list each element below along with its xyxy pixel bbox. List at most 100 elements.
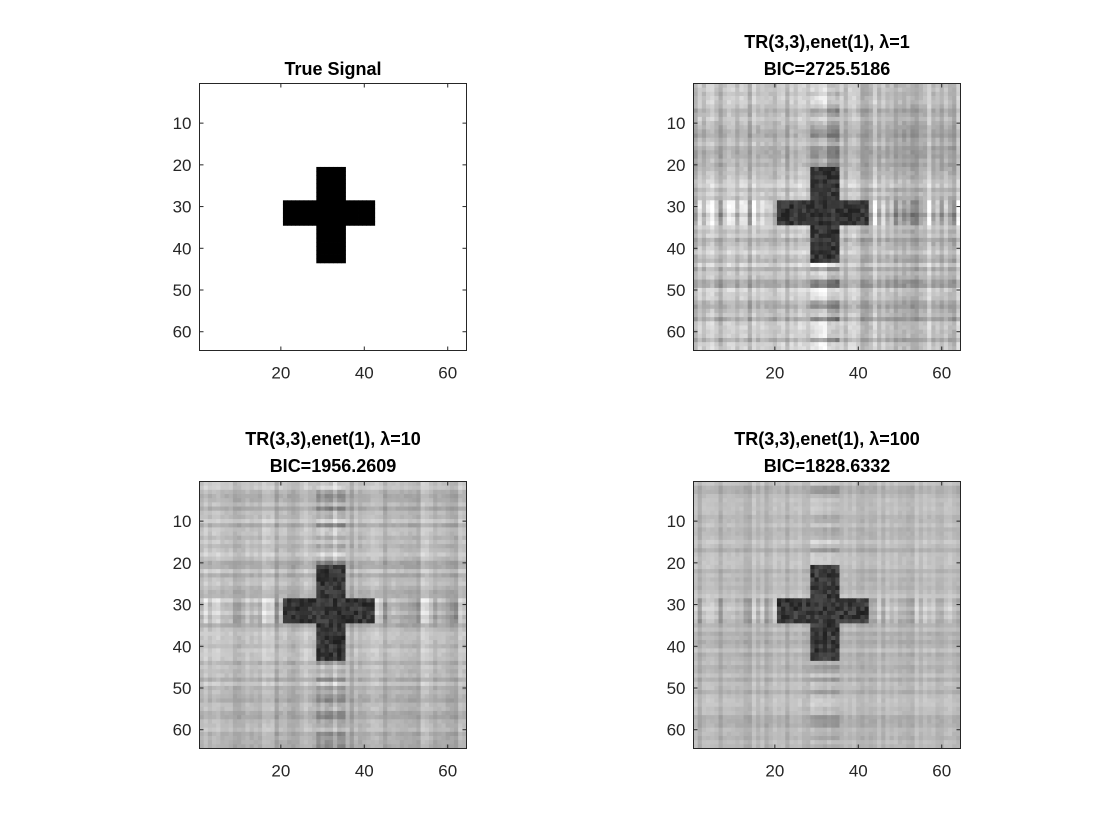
heatmap-cell xyxy=(939,175,945,180)
heatmap-cell xyxy=(320,187,326,193)
heatmap-cell xyxy=(910,342,916,347)
heatmap-cell xyxy=(718,321,724,326)
heatmap-cell xyxy=(320,183,326,189)
heatmap-cell xyxy=(814,83,820,89)
heatmap-cell xyxy=(956,300,961,306)
heatmap-cell xyxy=(902,179,907,185)
heatmap-cell xyxy=(362,502,367,507)
heatmap-cell xyxy=(906,279,911,285)
heatmap-cell xyxy=(387,481,392,487)
heatmap-cell xyxy=(785,317,790,322)
heatmap-cell xyxy=(735,116,740,122)
heatmap-cell xyxy=(764,312,769,318)
heatmap-cell xyxy=(801,212,807,218)
heatmap-cell xyxy=(781,166,786,172)
heatmap-cell xyxy=(843,196,849,201)
heatmap-cell xyxy=(710,292,715,297)
heatmap-cell xyxy=(751,208,757,214)
heatmap-cell xyxy=(693,308,699,314)
heatmap-cell xyxy=(453,494,459,499)
heatmap-cell xyxy=(697,154,703,159)
heatmap-cell xyxy=(801,279,807,285)
heatmap-cell xyxy=(776,221,782,226)
heatmap-cell xyxy=(743,187,749,193)
heatmap-cell xyxy=(897,183,903,189)
heatmap-cell xyxy=(814,292,820,297)
heatmap-cell xyxy=(441,485,447,491)
heatmap-cell xyxy=(772,271,778,276)
heatmap-cell xyxy=(751,191,757,197)
heatmap-cell xyxy=(856,196,861,201)
heatmap-cell xyxy=(697,262,703,268)
heatmap-cell xyxy=(827,208,832,214)
heatmap-cell xyxy=(947,204,953,210)
heatmap-cell xyxy=(952,175,957,180)
heatmap-cell xyxy=(839,208,845,214)
heatmap-cell xyxy=(324,242,330,247)
heatmap-cell xyxy=(458,485,463,491)
heatmap-cell xyxy=(810,204,815,210)
heatmap-cell xyxy=(810,91,815,97)
heatmap-cell xyxy=(722,258,728,264)
heatmap-cell xyxy=(906,100,911,105)
heatmap-cell xyxy=(831,91,836,97)
heatmap-cell xyxy=(714,262,719,268)
heatmap-cell xyxy=(781,271,786,276)
heatmap-cell xyxy=(918,171,924,176)
heatmap-cell xyxy=(877,179,882,185)
heatmap-cell xyxy=(806,292,811,297)
heatmap-cell xyxy=(956,200,961,205)
heatmap-cell xyxy=(801,221,807,226)
heatmap-cell xyxy=(743,108,749,114)
heatmap-cell xyxy=(776,96,782,101)
heatmap-cell xyxy=(739,137,744,143)
heatmap-cell xyxy=(722,137,728,143)
heatmap-cell xyxy=(718,279,724,285)
heatmap-cell xyxy=(818,217,824,222)
heatmap-cell xyxy=(856,292,861,297)
heatmap-cell xyxy=(877,104,882,109)
heatmap-cell xyxy=(228,481,234,487)
heatmap-cell xyxy=(902,175,907,180)
heatmap-cell xyxy=(383,502,388,507)
heatmap-cell xyxy=(751,133,757,139)
heatmap-cell xyxy=(785,146,790,151)
heatmap-cell xyxy=(731,242,736,247)
heatmap-cell xyxy=(902,275,907,280)
heatmap-cell xyxy=(768,337,774,343)
heatmap-cell xyxy=(822,175,828,180)
heatmap-cell xyxy=(320,481,326,487)
heatmap-cell xyxy=(781,342,786,347)
heatmap-cell xyxy=(785,204,790,210)
heatmap-cell xyxy=(877,187,882,193)
heatmap-cell xyxy=(756,246,761,251)
heatmap-cell xyxy=(701,166,707,172)
heatmap-cell xyxy=(793,191,799,197)
heatmap-cell xyxy=(831,187,836,193)
heatmap-cell xyxy=(822,304,828,310)
heatmap-cell xyxy=(843,296,849,301)
heatmap-cell xyxy=(847,125,853,130)
heatmap-cell xyxy=(756,242,761,247)
heatmap-cell xyxy=(818,129,824,134)
heatmap-cell xyxy=(872,317,878,322)
heatmap-cell xyxy=(420,514,426,520)
heatmap-cell xyxy=(701,267,707,272)
heatmap-cell xyxy=(893,262,899,268)
heatmap-cell xyxy=(387,494,392,499)
heatmap-cell xyxy=(726,158,732,164)
heatmap-cell xyxy=(885,229,890,235)
heatmap-cell xyxy=(764,96,769,101)
heatmap-cell xyxy=(735,166,740,172)
heatmap-cell xyxy=(793,187,799,193)
heatmap-cell xyxy=(718,271,724,276)
heatmap-cell xyxy=(927,296,932,301)
heatmap-cell xyxy=(420,506,426,512)
heatmap-cell xyxy=(906,287,911,293)
heatmap-cell xyxy=(910,304,916,310)
heatmap-cell xyxy=(722,200,728,205)
heatmap-cell xyxy=(814,166,820,172)
heatmap-cell xyxy=(697,104,703,109)
heatmap-cell xyxy=(831,267,836,272)
heatmap-cell xyxy=(747,141,753,147)
